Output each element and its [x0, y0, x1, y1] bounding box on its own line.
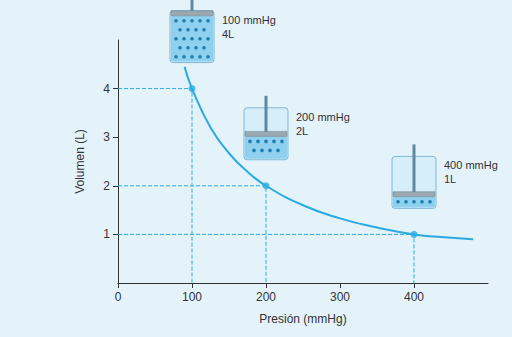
- svg-text:Presión (mmHg): Presión (mmHg): [259, 312, 346, 326]
- svg-text:1L: 1L: [444, 173, 456, 185]
- svg-text:300: 300: [330, 290, 350, 304]
- svg-text:1: 1: [103, 227, 110, 241]
- svg-text:2L: 2L: [296, 125, 308, 137]
- svg-text:3: 3: [103, 130, 110, 144]
- svg-text:4L: 4L: [222, 28, 234, 40]
- svg-text:100 mmHg: 100 mmHg: [222, 14, 276, 26]
- svg-text:200: 200: [256, 290, 276, 304]
- svg-text:0: 0: [115, 290, 122, 304]
- svg-text:2: 2: [103, 179, 110, 193]
- svg-text:400: 400: [404, 290, 424, 304]
- svg-text:4: 4: [103, 82, 110, 96]
- svg-text:Volumen (L): Volumen (L): [73, 129, 87, 194]
- svg-text:200 mmHg: 200 mmHg: [296, 111, 350, 123]
- svg-text:400 mmHg: 400 mmHg: [444, 159, 498, 171]
- svg-text:100: 100: [182, 290, 202, 304]
